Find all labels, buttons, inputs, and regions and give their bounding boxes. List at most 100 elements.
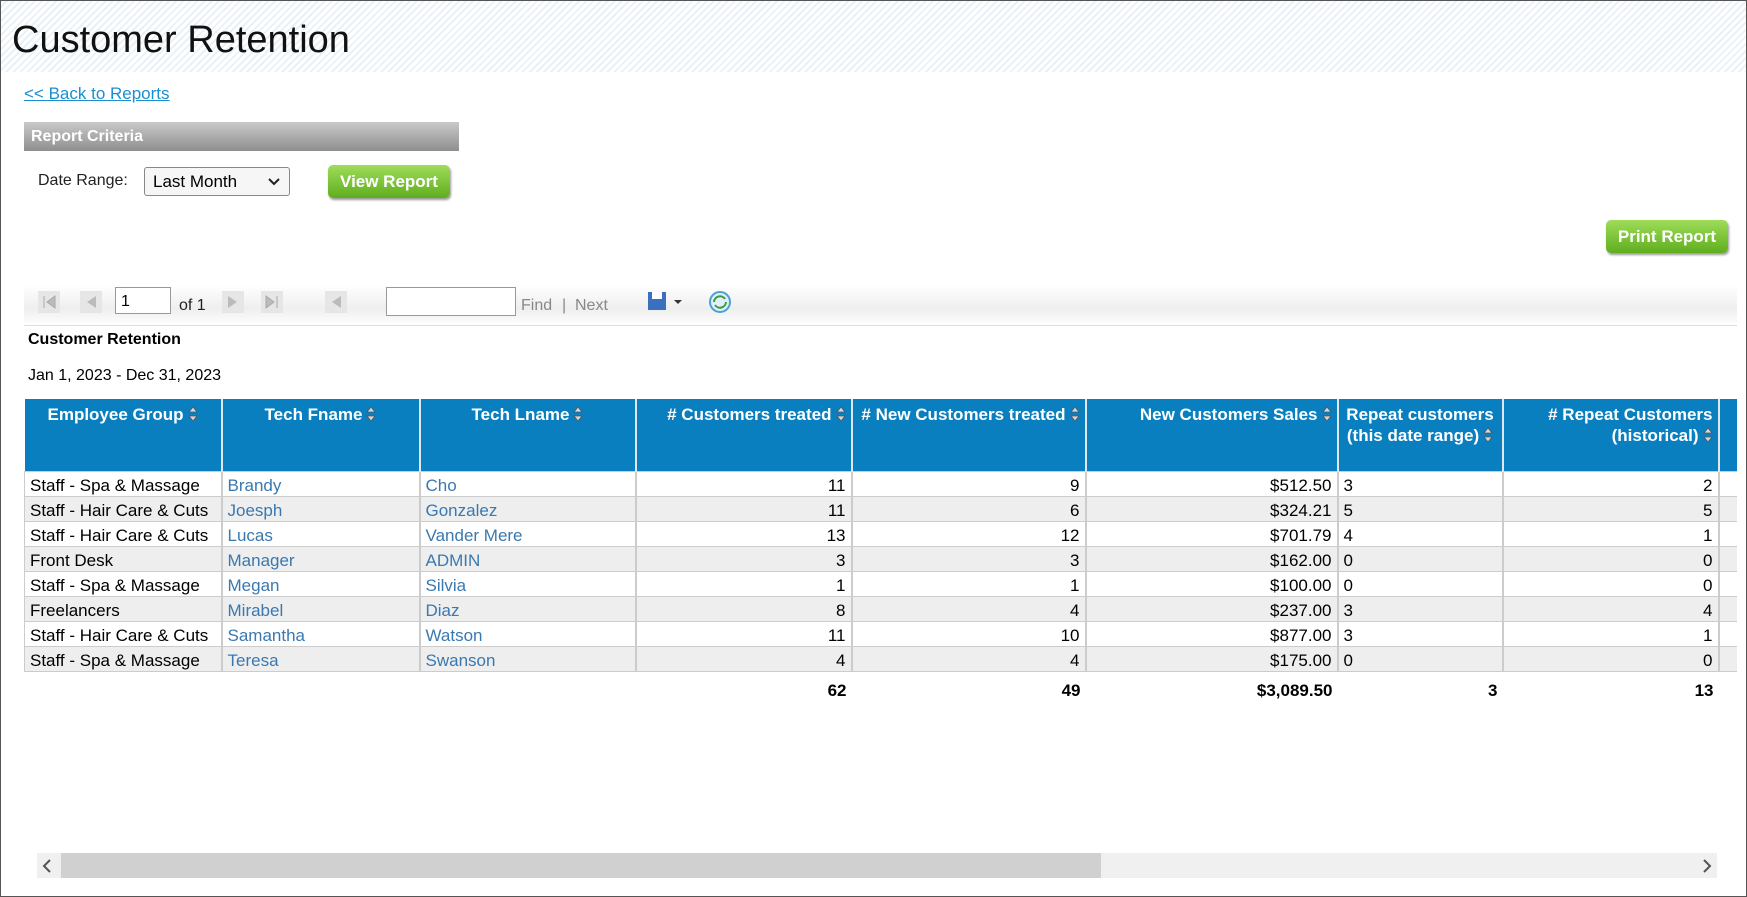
page-count: of 1 (179, 297, 206, 314)
h-scrollbar[interactable] (37, 853, 1717, 878)
cell[interactable]: Megan (221, 570, 421, 597)
date-range-select[interactable]: Last Month (144, 167, 290, 196)
cell[interactable]: Cho (419, 470, 637, 497)
cell: 3 (635, 545, 853, 572)
cell: $237.00 (1085, 595, 1339, 622)
page-title: Customer Retention (12, 19, 350, 61)
cell[interactable]: Swanson (419, 645, 637, 672)
scroll-right[interactable] (1701, 859, 1713, 873)
cell: 0 (1502, 545, 1720, 572)
find-link[interactable]: Find (521, 297, 553, 314)
cell[interactable]: Teresa (221, 645, 421, 672)
column-label: Tech Fname (264, 405, 363, 424)
cell[interactable]: Watson (419, 620, 637, 647)
column-header[interactable]: Tech Fname (221, 399, 421, 471)
sort-icon[interactable] (1702, 427, 1713, 443)
cell[interactable]: Joesph (221, 495, 421, 522)
cell: 4 (851, 645, 1087, 672)
criteria-header: Report Criteria (24, 122, 459, 151)
column-label: Tech Lname (471, 405, 570, 424)
sort-icon[interactable] (1483, 427, 1493, 443)
cell[interactable]: Silvia (419, 570, 637, 597)
cell-cut (1718, 470, 1737, 497)
refresh-icon[interactable] (709, 291, 731, 313)
cell: 0 (1337, 645, 1504, 672)
cell: 3 (1337, 470, 1504, 497)
scroll-left[interactable] (41, 859, 53, 873)
sort-icon[interactable] (573, 406, 584, 422)
sort-icon[interactable] (366, 406, 377, 422)
cell: 0 (1337, 570, 1504, 597)
column-header[interactable]: Employee Group (24, 399, 223, 471)
cell[interactable]: Mirabel (221, 595, 421, 622)
data-row: Freelancers Mirabel Diaz 8 4 $237.00 3 4 (24, 595, 1737, 622)
table-wrap: Employee Group Tech Fname Tech Lname # Cust… (24, 399, 1737, 829)
column-header[interactable]: # Customers treated (635, 399, 853, 471)
header-row: Employee Group Tech Fname Tech Lname # Cust… (24, 399, 1737, 471)
column-header[interactable]: Tech Lname (419, 399, 637, 471)
cell: 1 (851, 570, 1087, 597)
cell: 0 (1502, 645, 1720, 672)
data-row: Staff - Hair Care & Cuts Lucas Vander Mere… (24, 520, 1737, 547)
cell-cut (1718, 570, 1737, 597)
sort-icon[interactable] (187, 406, 198, 422)
cell: 5 (1337, 495, 1504, 522)
cell: $175.00 (1085, 645, 1339, 672)
view-report-button[interactable]: View Report (328, 165, 450, 198)
cell[interactable]: ADMIN (419, 545, 637, 572)
page-input[interactable]: 1 (115, 287, 171, 314)
cell[interactable]: Manager (221, 545, 421, 572)
total-cell: 49 (851, 671, 1086, 701)
cell: $162.00 (1085, 545, 1339, 572)
cell-cut (1718, 545, 1737, 572)
cell: 11 (635, 495, 853, 522)
sort-icon[interactable] (1069, 406, 1080, 422)
data-row: Front Desk Manager ADMIN 3 3 $162.00 0 0 (24, 545, 1737, 572)
cell: 4 (1337, 520, 1504, 547)
report-date-range: Jan 1, 2023 - Dec 31, 2023 (28, 367, 222, 384)
cell[interactable]: Samantha (221, 620, 421, 647)
cell: Staff - Hair Care & Cuts (24, 520, 223, 547)
empty-cell (419, 671, 636, 701)
cell-cut (1718, 495, 1737, 522)
cell: 4 (635, 645, 853, 672)
cell: 3 (851, 545, 1087, 572)
cell-cut (1718, 520, 1737, 547)
scroll-thumb[interactable] (61, 853, 1101, 878)
cell: 1 (1502, 520, 1720, 547)
sort-icon[interactable] (835, 406, 846, 422)
data-row: Staff - Hair Care & Cuts Samantha Watson 11… (24, 620, 1737, 647)
total-cell: 62 (635, 671, 852, 701)
sort-icon[interactable] (1321, 406, 1332, 422)
column-header[interactable]: Repeat customers (this date range) (1337, 399, 1504, 471)
export-refresh (648, 291, 731, 313)
cell[interactable]: Diaz (419, 595, 637, 622)
cell-cut (1718, 645, 1737, 672)
column-header[interactable]: # Repeat Customers (historical) (1502, 399, 1720, 471)
cell[interactable]: Brandy (221, 470, 421, 497)
cell: 1 (1502, 620, 1720, 647)
nav-last-back (261, 291, 347, 313)
cell: $324.21 (1085, 495, 1339, 522)
cell: 11 (635, 620, 853, 647)
column-label: # Customers treated (667, 405, 832, 424)
find-input[interactable] (386, 287, 516, 316)
report-title: Customer Retention (28, 331, 181, 348)
total-cell: 3 (1337, 671, 1503, 701)
cell: 3 (1337, 595, 1504, 622)
back-link[interactable]: << Back to Reports (24, 84, 170, 103)
cell[interactable]: Vander Mere (419, 520, 637, 547)
cell[interactable]: Gonzalez (419, 495, 637, 522)
column-header[interactable]: # New Customers treated (851, 399, 1087, 471)
column-header-cut (1718, 399, 1737, 471)
report-table: Employee Group Tech Fname Tech Lname # Cust… (24, 399, 1737, 701)
cell: 3 (1337, 620, 1504, 647)
print-report-button[interactable]: Print Report (1606, 220, 1728, 253)
column-header[interactable]: New Customers Sales (1085, 399, 1339, 471)
cell-cut (1718, 620, 1737, 647)
cell[interactable]: Lucas (221, 520, 421, 547)
dropdown-arrow (268, 178, 280, 186)
cell: 4 (1502, 595, 1720, 622)
next-link[interactable]: Next (575, 297, 608, 314)
